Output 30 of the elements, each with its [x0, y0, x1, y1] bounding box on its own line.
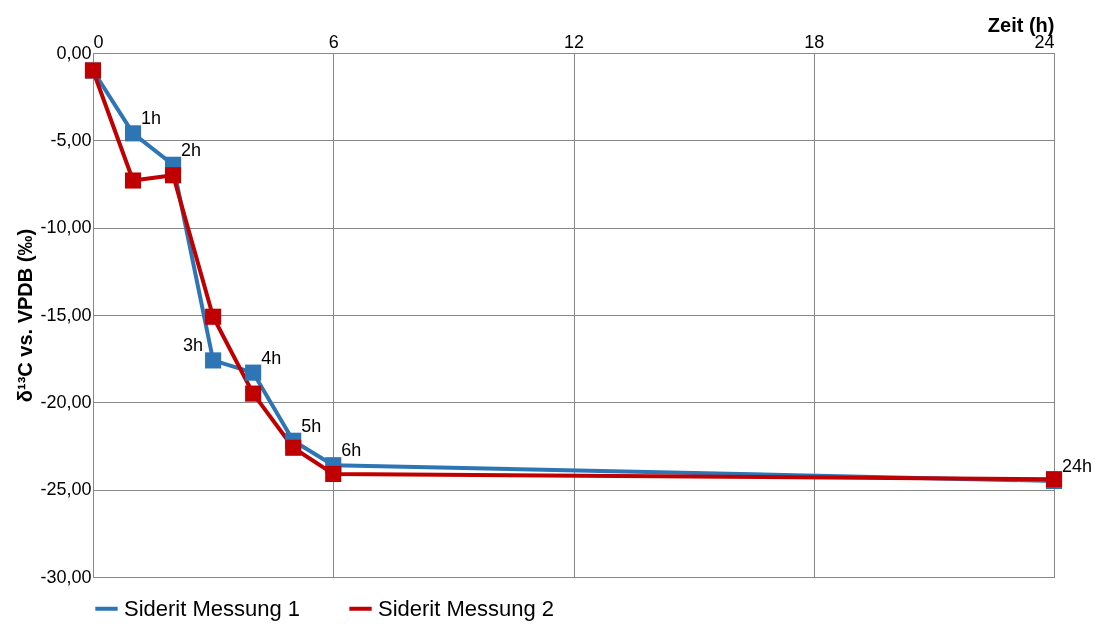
y-tick-label: -10,00 [40, 217, 92, 238]
point [205, 308, 222, 325]
point [285, 439, 302, 456]
annotation: 2h [181, 139, 202, 160]
y-axis-title: δ¹³C vs. VPDB (‰) [14, 228, 37, 403]
y-tick-label: -30,00 [40, 566, 92, 587]
legend-label: Siderit Messung 2 [378, 595, 555, 621]
annotation: 6h [341, 440, 362, 461]
y-tick-label: 0,00 [56, 42, 92, 63]
point [245, 364, 262, 381]
point [325, 465, 342, 483]
x-tick-label: 0 [93, 31, 104, 52]
x-tick-label: 12 [563, 31, 585, 52]
annotation: 4h [261, 347, 282, 368]
annotation: 1h [141, 108, 162, 129]
y-tick-label: -25,00 [40, 479, 92, 500]
point [165, 167, 182, 184]
y-tick-label: -5,00 [50, 129, 92, 150]
x-tick-label: 18 [804, 31, 825, 52]
point [124, 125, 142, 142]
point [205, 352, 222, 369]
y-tick-label: -20,00 [40, 391, 92, 412]
point [124, 172, 142, 189]
annotation: 24h [1062, 455, 1093, 476]
x-tick-label: 6 [328, 31, 339, 52]
legend-label: Siderit Messung 1 [124, 595, 301, 621]
annotation: 5h [301, 415, 322, 436]
point [245, 385, 262, 402]
annotation: 3h [183, 335, 204, 356]
y-tick-label: -15,00 [40, 304, 92, 325]
